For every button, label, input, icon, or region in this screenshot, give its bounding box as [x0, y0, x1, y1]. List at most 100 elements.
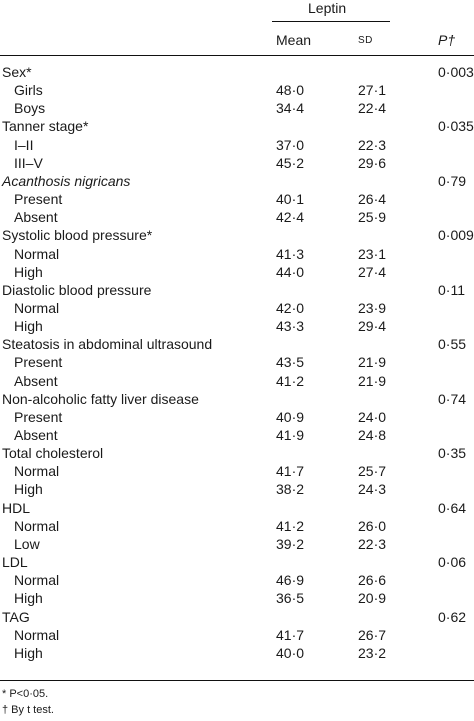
table-row: Absent 42·4 25·9 — [0, 208, 474, 226]
mean-value: 48·0 — [276, 82, 305, 99]
table-row: Normal 46·9 26·6 — [0, 571, 474, 589]
table-section-row: Total cholesterol 0·35 — [0, 444, 474, 462]
row-label: Steatosis in abdominal ultrasound — [2, 336, 213, 353]
row-label: Absent — [14, 427, 58, 443]
mean-value: 41·3 — [276, 245, 305, 262]
mean-value: 39·2 — [276, 535, 305, 552]
mean-value: 34·4 — [276, 100, 305, 117]
mean-value: 46·9 — [276, 572, 305, 589]
table-row: Normal 41·7 25·7 — [0, 462, 474, 480]
row-label: Tanner stage* — [2, 118, 89, 135]
mean-column-header: Mean — [276, 32, 312, 48]
sd-value: 23·2 — [358, 644, 387, 661]
table-row: High 40·0 23·2 — [0, 644, 474, 662]
sd-value: 25·9 — [358, 209, 387, 226]
p-value: 0·35 — [438, 445, 467, 462]
row-label: HDL — [2, 499, 31, 516]
table-row: Low 39·2 22·3 — [0, 535, 474, 553]
mean-value: 37·0 — [276, 136, 305, 153]
row-label: Normal — [14, 517, 60, 534]
sd-value: 23·9 — [358, 299, 387, 316]
leptin-group-header: Leptin — [308, 0, 347, 16]
sd-value: 22·3 — [358, 136, 387, 153]
sd-value: 20·9 — [358, 590, 387, 607]
row-label: High — [14, 644, 43, 661]
sd-value: 24·0 — [358, 408, 387, 425]
p-value: 0·55 — [438, 336, 467, 353]
row-label: I–II — [14, 136, 34, 153]
table-section-row: Steatosis in abdominal ultrasound 0·55 — [0, 335, 474, 353]
row-label: Normal — [14, 626, 60, 643]
table-section-row: Tanner stage* 0·035 — [0, 117, 474, 135]
table-row: Normal 41·2 26·0 — [0, 517, 474, 535]
sd-value: 26·0 — [358, 517, 387, 534]
sd-value: 25·7 — [358, 463, 387, 480]
row-label: Normal — [14, 245, 60, 262]
mean-value: 43·5 — [276, 354, 305, 371]
row-label: Absent — [14, 209, 58, 226]
sd-value: 24·8 — [358, 427, 387, 443]
mean-value: 38·2 — [276, 481, 305, 498]
row-label: Girls — [14, 82, 43, 99]
row-label: Non-alcoholic fatty liver disease — [2, 390, 199, 407]
row-label: Normal — [14, 299, 60, 316]
sd-value: 26·6 — [358, 572, 387, 589]
table-row: Absent 41·9 24·8 — [0, 426, 474, 444]
row-label: LDL — [2, 554, 28, 571]
row-label: High — [14, 263, 43, 280]
row-label: Present — [14, 408, 63, 425]
table-row: Normal 41·7 26·7 — [0, 626, 474, 644]
table-section-row: LDL 0·06 — [0, 553, 474, 571]
table-section-row: Acanthosis nigricans 0·79 — [0, 172, 474, 190]
mean-value: 41·2 — [276, 517, 305, 534]
table-row: Present 40·9 24·0 — [0, 408, 474, 426]
sd-value: 22·4 — [358, 100, 387, 117]
row-label: Sex* — [2, 64, 32, 80]
table-row: I–II 37·0 22·3 — [0, 136, 474, 154]
mean-value: 43·3 — [276, 318, 305, 335]
sd-value: 29·6 — [358, 154, 387, 171]
row-label: Boys — [14, 100, 46, 117]
p-value: 0·035 — [438, 118, 474, 135]
p-value: 0·06 — [438, 554, 467, 571]
row-label: Low — [14, 535, 40, 552]
row-label: Acanthosis nigricans — [2, 172, 131, 189]
table-row: High 44·0 27·4 — [0, 263, 474, 281]
mean-value: 40·1 — [276, 191, 305, 208]
p-value: 0·11 — [438, 281, 465, 298]
group-rule — [272, 21, 390, 22]
mean-value: 41·7 — [276, 463, 305, 480]
sd-value: 21·9 — [358, 354, 387, 371]
table-row: Absent 41·2 21·9 — [0, 372, 474, 390]
mean-value: 44·0 — [276, 263, 305, 280]
bottom-rule — [0, 680, 474, 681]
row-label: Normal — [14, 572, 60, 589]
table-row: High 38·2 24·3 — [0, 480, 474, 498]
mean-value: 40·0 — [276, 644, 305, 661]
header-rule — [0, 55, 474, 56]
table-row: Normal 41·3 23·1 — [0, 245, 474, 263]
table-section-row: Sex* 0·003 — [0, 63, 474, 81]
footnote-significance: * P<0·05. — [2, 688, 49, 700]
row-label: Total cholesterol — [2, 445, 104, 462]
row-label: High — [14, 481, 43, 498]
sd-value: 29·4 — [358, 318, 387, 335]
sd-value: 27·1 — [358, 82, 387, 99]
table-row: Boys 34·4 22·4 — [0, 99, 474, 117]
mean-value: 41·7 — [276, 626, 305, 643]
row-label: Systolic blood pressure* — [2, 227, 153, 244]
p-value: 0·64 — [438, 499, 467, 516]
table-section-row: HDL 0·64 — [0, 499, 474, 517]
row-label: High — [14, 318, 43, 335]
mean-value: 41·2 — [276, 372, 305, 389]
table-section-row: TAG 0·62 — [0, 608, 474, 626]
p-value: 0·79 — [438, 172, 467, 189]
p-column-header: P† — [438, 32, 456, 48]
row-label: High — [14, 590, 43, 607]
table-section-row: Systolic blood pressure* 0·009 — [0, 226, 474, 244]
table-row: Normal 42·0 23·9 — [0, 299, 474, 317]
table-section-row: Non-alcoholic fatty liver disease 0·74 — [0, 390, 474, 408]
row-label: Present — [14, 191, 63, 208]
p-value: 0·009 — [438, 227, 474, 244]
sd-value: 22·3 — [358, 535, 387, 552]
